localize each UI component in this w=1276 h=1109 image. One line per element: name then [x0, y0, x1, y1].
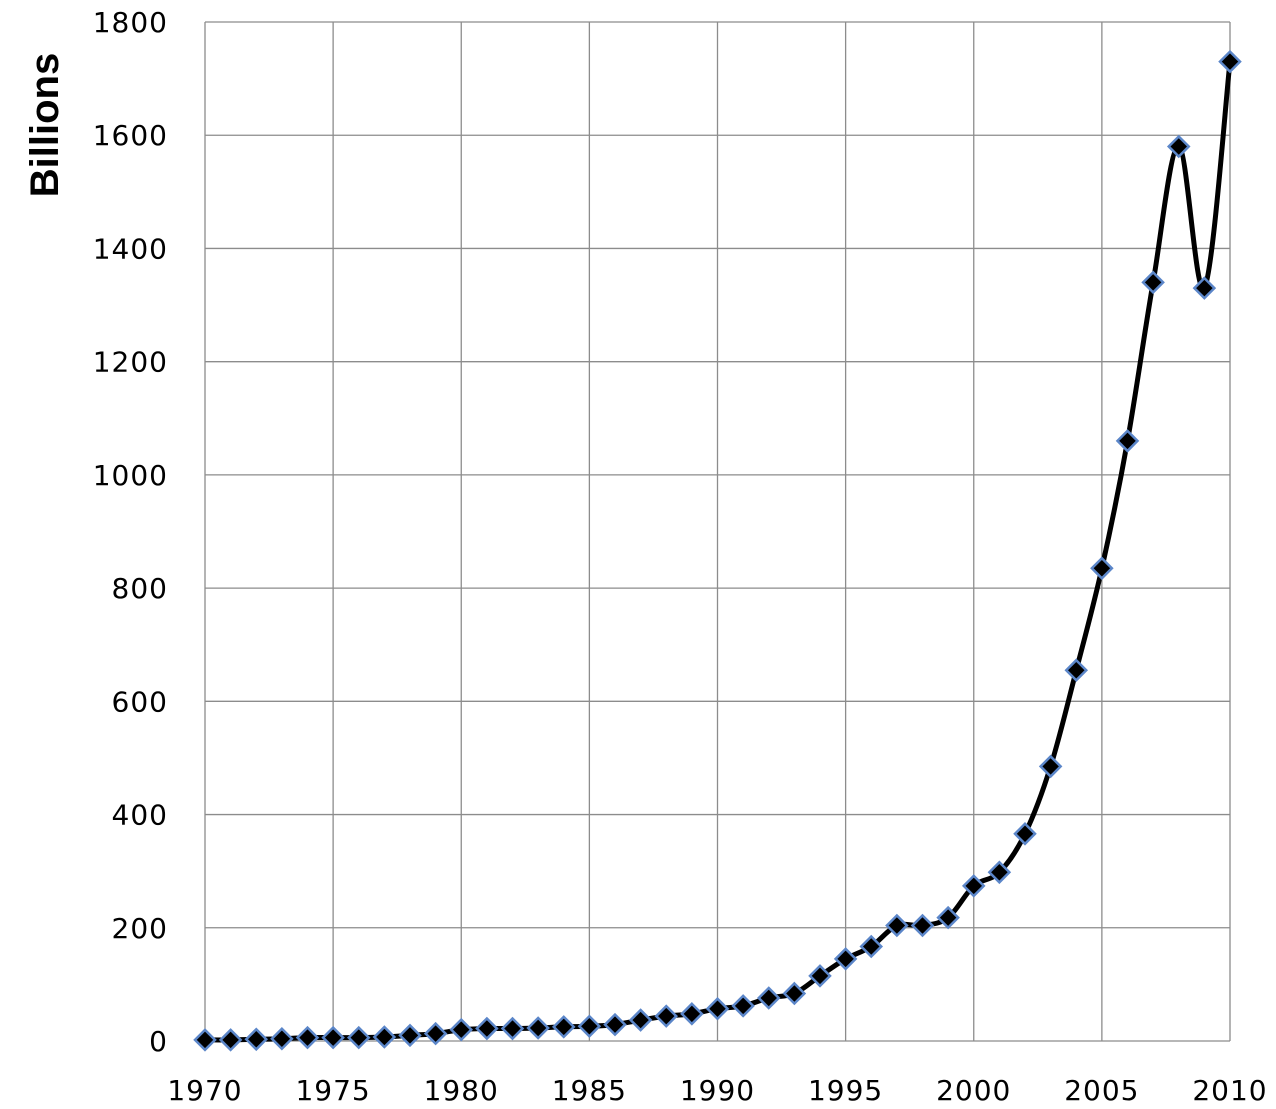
data-point — [1141, 270, 1165, 295]
data-point — [475, 1016, 499, 1041]
y-tick-label: 0 — [149, 1025, 168, 1058]
y-tick-label: 800 — [112, 572, 168, 605]
data-point — [1013, 822, 1037, 846]
x-tick-label: 1990 — [680, 1074, 755, 1107]
data-point — [346, 1025, 371, 1050]
data-point — [577, 1014, 602, 1039]
data-point — [193, 1028, 217, 1052]
data-point — [705, 996, 730, 1021]
data-point — [218, 1028, 243, 1052]
data-point — [961, 874, 986, 898]
y-tick-label: 1600 — [93, 119, 168, 152]
data-point — [526, 1016, 550, 1040]
data-point — [551, 1015, 576, 1039]
data-point — [936, 905, 960, 930]
y-tick-label: 1000 — [93, 459, 168, 492]
data-point — [1038, 754, 1063, 779]
data-point — [500, 1016, 525, 1041]
y-tick-label: 1800 — [93, 6, 168, 39]
series-markers — [193, 49, 1242, 1052]
data-point — [321, 1025, 345, 1050]
x-tick-label: 2000 — [936, 1074, 1011, 1107]
data-point — [987, 860, 1012, 885]
gridlines — [204, 21, 1231, 1042]
data-point — [628, 1008, 653, 1032]
y-tick-label: 200 — [112, 912, 168, 945]
data-point — [782, 981, 807, 1006]
data-point — [270, 1026, 294, 1051]
data-point — [1192, 276, 1217, 300]
y-tick-label: 1200 — [93, 346, 168, 379]
data-point — [859, 934, 884, 959]
data-point — [423, 1021, 448, 1046]
data-point — [833, 947, 858, 971]
data-point — [1166, 134, 1191, 159]
data-point — [1115, 429, 1140, 453]
y-tick-label: 400 — [112, 799, 168, 832]
data-point — [808, 964, 832, 988]
data-point — [756, 986, 781, 1010]
data-point — [885, 913, 909, 938]
x-tick-label: 1975 — [295, 1074, 370, 1107]
data-point — [654, 1004, 679, 1028]
data-point — [449, 1017, 474, 1042]
y-axis-label: Billions — [23, 53, 67, 197]
data-point — [295, 1025, 320, 1050]
data-point — [244, 1027, 269, 1052]
data-point — [398, 1023, 422, 1048]
x-tick-label: 1985 — [552, 1074, 627, 1107]
x-tick-label: 1980 — [424, 1074, 499, 1107]
data-point — [1218, 49, 1242, 74]
data-point — [1090, 556, 1114, 581]
x-tick-label: 1970 — [167, 1074, 242, 1107]
x-tick-label: 2010 — [1192, 1074, 1267, 1107]
x-axis-tick-labels: 1970 1975 1980 1985 1990 1995 2000 2005 2010 — [167, 1074, 1267, 1107]
data-point — [680, 1002, 704, 1026]
x-tick-label: 1995 — [808, 1074, 883, 1107]
x-tick-label: 2005 — [1064, 1074, 1139, 1107]
y-tick-label: 1400 — [93, 232, 168, 265]
data-point — [1064, 658, 1089, 682]
y-axis-tick-labels: 0 200 400 600 800 1000 1200 1400 1600 1800 — [93, 6, 168, 1058]
data-point — [910, 913, 935, 938]
data-point — [731, 994, 755, 1018]
data-point — [603, 1012, 627, 1037]
y-tick-label: 600 — [112, 685, 168, 718]
data-point — [372, 1025, 397, 1049]
